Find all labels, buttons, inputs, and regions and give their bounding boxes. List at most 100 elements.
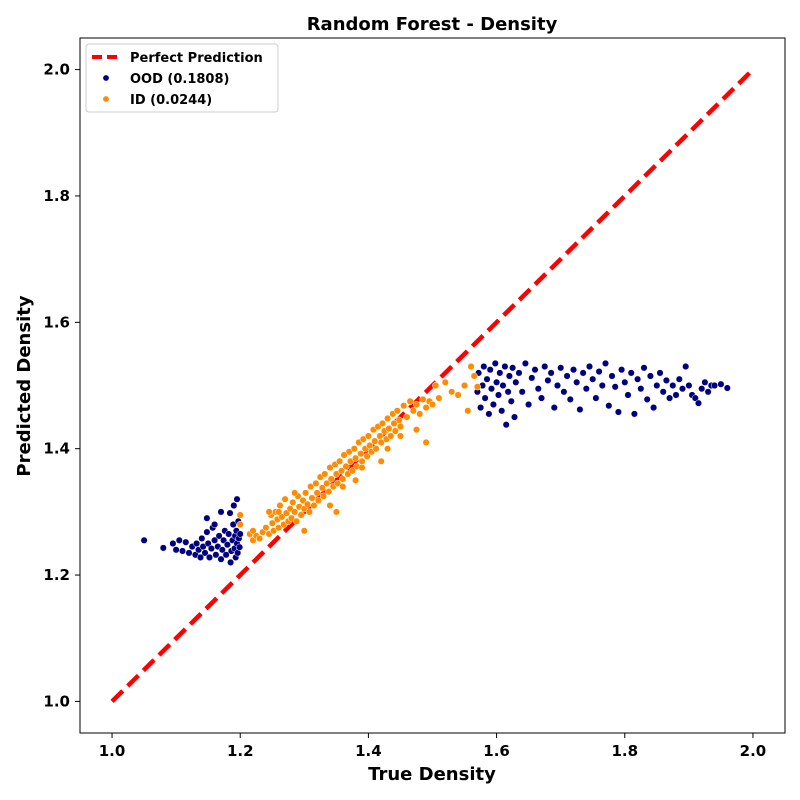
data-point-id: [289, 498, 297, 506]
data-point-ood: [496, 369, 504, 377]
data-point-id: [393, 407, 401, 415]
x-tick-label: 1.8: [611, 742, 638, 760]
data-point-id: [276, 501, 284, 510]
data-point-ood: [485, 410, 493, 418]
y-tick-label: 1.6: [43, 313, 70, 331]
data-point-ood: [627, 369, 635, 377]
chart-title: Random Forest - Density: [307, 14, 558, 35]
data-point-id: [275, 524, 283, 532]
data-point-id: [332, 508, 340, 516]
data-point-ood: [140, 536, 148, 544]
y-axis: 1.0 1.2 1.4 1.6 1.8 2.0: [43, 61, 80, 710]
y-tick-label: 1.2: [43, 566, 70, 584]
data-point-ood: [537, 394, 546, 402]
data-point-ood: [531, 366, 539, 374]
data-point-ood: [669, 381, 677, 390]
data-point-id: [371, 437, 379, 445]
data-point-ood: [592, 394, 600, 402]
data-point-ood: [563, 372, 571, 380]
data-point-ood: [585, 362, 594, 371]
data-point-ood: [212, 551, 220, 559]
data-point-id: [323, 479, 331, 487]
legend-label-id: ID (0.0244): [130, 93, 212, 108]
data-point-ood: [608, 372, 616, 380]
data-point-id: [396, 423, 405, 431]
data-point-ood: [573, 378, 581, 386]
data-point-ood: [595, 368, 603, 376]
data-point-id: [419, 395, 427, 403]
legend-swatch-id: [102, 95, 110, 103]
data-point-id: [326, 501, 334, 510]
data-point-id: [422, 438, 430, 446]
data-point-ood: [662, 376, 670, 384]
data-point-ood: [634, 375, 642, 383]
legend-box: [85, 43, 279, 113]
data-point-id: [236, 520, 244, 529]
data-point-id: [409, 407, 417, 415]
data-point-id: [377, 457, 385, 465]
data-point-ood: [493, 378, 501, 386]
data-point-ood: [230, 501, 238, 510]
data-point-ood: [236, 530, 244, 538]
data-point-ood: [193, 539, 201, 548]
data-point-id: [307, 483, 315, 491]
data-point-id: [318, 484, 326, 492]
data-point-ood: [698, 385, 706, 393]
data-point-ood: [217, 508, 225, 516]
data-point-ood: [494, 391, 503, 399]
data-point-id: [391, 427, 399, 435]
data-point-ood: [618, 366, 626, 374]
data-point-id: [287, 514, 296, 522]
data-point-id: [460, 381, 469, 390]
data-point-ood: [525, 400, 533, 409]
data-point-ood: [710, 381, 719, 390]
data-point-ood: [203, 514, 211, 522]
data-point-id: [378, 419, 387, 427]
data-point-id: [308, 494, 316, 502]
data-point-ood: [528, 374, 536, 382]
data-point-ood: [211, 536, 219, 544]
data-point-id: [281, 495, 289, 503]
data-point-id: [363, 452, 371, 460]
legend-label-perfect-prediction: Perfect Prediction: [130, 51, 263, 66]
data-point-id: [454, 391, 462, 399]
y-tick-label: 1.4: [43, 440, 70, 458]
data-point-ood: [225, 530, 233, 538]
data-point-ood: [640, 364, 648, 372]
data-point-ood: [614, 408, 622, 416]
data-point-id: [265, 508, 273, 516]
data-point-ood: [576, 405, 584, 414]
data-point-id: [422, 404, 430, 412]
data-point-ood: [579, 369, 587, 377]
data-point-ood: [534, 385, 542, 393]
data-point-ood: [477, 404, 485, 412]
data-point-ood: [544, 376, 552, 384]
data-point-ood: [211, 520, 219, 529]
data-point-ood: [198, 534, 206, 542]
data-point-id: [400, 402, 408, 410]
data-point-ood: [672, 391, 680, 399]
data-point-ood: [481, 394, 489, 402]
data-point-ood: [582, 385, 590, 393]
data-point-id: [339, 483, 347, 491]
data-point-ood: [521, 359, 529, 367]
data-point-id: [412, 426, 421, 434]
data-point-ood: [646, 372, 654, 380]
data-point-ood: [553, 381, 562, 390]
data-point-ood: [557, 364, 565, 372]
data-point-id: [403, 413, 411, 421]
data-point-id: [366, 441, 374, 450]
data-point-ood: [510, 413, 519, 421]
data-point-id: [395, 416, 403, 424]
data-point-id: [377, 438, 385, 446]
data-point-ood: [169, 539, 177, 548]
data-point-id: [340, 451, 348, 459]
data-point-id: [262, 524, 270, 532]
data-point-ood: [480, 362, 488, 371]
y-axis-label: Predicted Density: [14, 295, 35, 476]
data-point-id: [464, 407, 472, 415]
data-point-id: [435, 394, 443, 402]
data-point-ood: [512, 378, 520, 386]
data-point-id: [339, 475, 347, 483]
data-point-ood: [682, 362, 690, 371]
